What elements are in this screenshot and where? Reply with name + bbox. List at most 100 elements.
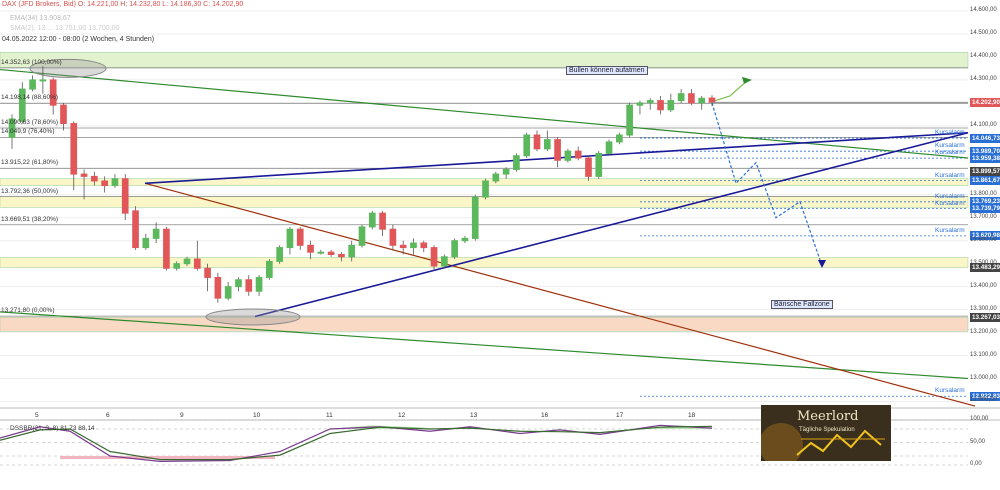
fib-label: 14.090,63 (78,60%) <box>1 119 59 126</box>
y-tick-label: 13.200,00 <box>970 328 997 335</box>
bull-annotation: Bullen können aufatmen <box>566 66 648 75</box>
candle-body <box>574 150 582 159</box>
candle-body <box>554 139 561 161</box>
logo-subtitle: Tägliche Spekulation <box>799 427 855 433</box>
alarm-label: Kursalarm <box>935 129 965 137</box>
trendline-green-lower <box>0 311 969 380</box>
candle-body <box>338 253 345 258</box>
candle-body <box>245 279 253 292</box>
candle-body <box>296 228 304 246</box>
candle-body <box>399 244 407 249</box>
candle-body <box>224 286 232 299</box>
y-tick-label: 13.700,00 <box>970 213 997 220</box>
alarm-label: Kursalarm <box>935 387 965 395</box>
oscillator-line-d <box>0 425 713 461</box>
logo-art <box>761 423 885 461</box>
timeframe-info: 04.05.2022 12:00 - 08:00 (2 Wochen, 4 St… <box>2 36 155 43</box>
alarm-tag: 13.959,38 <box>970 153 1000 163</box>
trendline-blue-a <box>254 131 969 318</box>
candle-body <box>255 276 263 292</box>
alarm-label: Kursalarm <box>935 142 965 150</box>
alarm-label: Kursalarm <box>935 171 965 179</box>
candle-body <box>461 237 469 242</box>
candle-body <box>39 79 47 82</box>
candle-body <box>564 150 572 161</box>
bear-path <box>711 102 823 267</box>
price-tag: 14.202,90 <box>970 97 1000 107</box>
y-tick-label: 14.400,00 <box>970 52 997 59</box>
alarm-tag: 13.989,70 <box>970 146 1000 156</box>
candle-body <box>193 258 201 269</box>
candle-body <box>91 175 98 182</box>
candle-body <box>286 228 294 249</box>
candle-body <box>132 210 139 249</box>
ellipse-low <box>205 308 301 326</box>
candle-body <box>502 168 510 175</box>
x-tick-label: 11 <box>326 412 333 419</box>
y-tick-label: 13.300,00 <box>970 305 997 312</box>
candle-body <box>368 212 376 228</box>
candle-body <box>214 276 222 299</box>
candle-body <box>585 157 592 177</box>
candle-body <box>70 123 78 175</box>
symbol-info: DAX (JFD Brokers, Bid) O: 14.221,00 H: 1… <box>2 1 244 8</box>
osc-tick-label: 50,00 <box>970 438 986 445</box>
candle-body <box>121 178 129 214</box>
candle-body <box>523 134 531 157</box>
candle-body <box>688 93 695 104</box>
candle-body <box>379 212 386 230</box>
candle-body <box>626 104 633 136</box>
candle-body <box>173 263 181 269</box>
x-tick-label: 9 <box>180 412 184 419</box>
alarm-tag: 13.861,67 <box>970 176 1000 186</box>
candle-body <box>533 134 541 150</box>
candle-body <box>152 228 160 239</box>
bull-path <box>711 79 749 103</box>
candle-body <box>410 242 417 249</box>
candle-body <box>420 242 428 249</box>
candle-body <box>307 244 314 253</box>
candle-body <box>441 256 448 267</box>
alarm-label: Kursalarm <box>935 226 965 234</box>
y-tick-label: 13.100,00 <box>970 351 997 358</box>
fib-label: 13.915,22 (61,80%) <box>1 159 59 167</box>
bear-arrow-head <box>818 259 826 268</box>
candle-body <box>163 228 170 269</box>
candle-body <box>605 141 613 154</box>
y-tick-label: 13.800,00 <box>970 190 997 197</box>
candle-body <box>513 155 520 170</box>
candle-body <box>698 97 706 104</box>
candle-body <box>677 93 685 102</box>
y-tick-label: 13.500,00 <box>970 260 997 266</box>
y-tick-label: 13.400,00 <box>970 282 997 289</box>
bear-annotation: Bärische Fallzone <box>771 300 833 309</box>
x-tick-label: 5 <box>35 412 39 419</box>
candle-body <box>646 100 654 104</box>
y-tick-label: 14.300,00 <box>970 75 997 82</box>
candle-body <box>142 237 150 249</box>
y-tick-label: 14.600,00 <box>970 7 997 13</box>
sma-info: SMA(2), 13.... 13.751,00 13.700,00 <box>10 25 120 32</box>
candle-body <box>101 180 108 187</box>
candle-body <box>595 152 603 177</box>
y-tick-label: 14.500,00 <box>970 29 997 36</box>
fib-label: 13.792,36 (50,00%) <box>1 187 59 195</box>
candle-body <box>543 139 551 150</box>
fib-label: 13.271,80 (0,00%) <box>1 307 55 315</box>
candle-body <box>708 97 716 103</box>
candle-body <box>389 228 397 246</box>
trendline-brown <box>144 182 976 407</box>
alarm-label: Kursalarm <box>935 199 965 207</box>
candle-body <box>492 173 500 182</box>
candle-body <box>29 79 36 90</box>
price-tag: 13.483,29 <box>970 263 1000 272</box>
osc-tick-label: 0,00 <box>970 461 982 467</box>
fib-label: 14.049,9 (76,40%) <box>1 128 55 136</box>
alarm-tag: 13.739,79 <box>970 204 1000 214</box>
candle-body <box>327 251 335 255</box>
trendline-green-upper <box>0 68 969 159</box>
x-tick-label: 17 <box>616 412 624 419</box>
candle-body <box>60 104 67 125</box>
candle-body <box>235 279 242 288</box>
